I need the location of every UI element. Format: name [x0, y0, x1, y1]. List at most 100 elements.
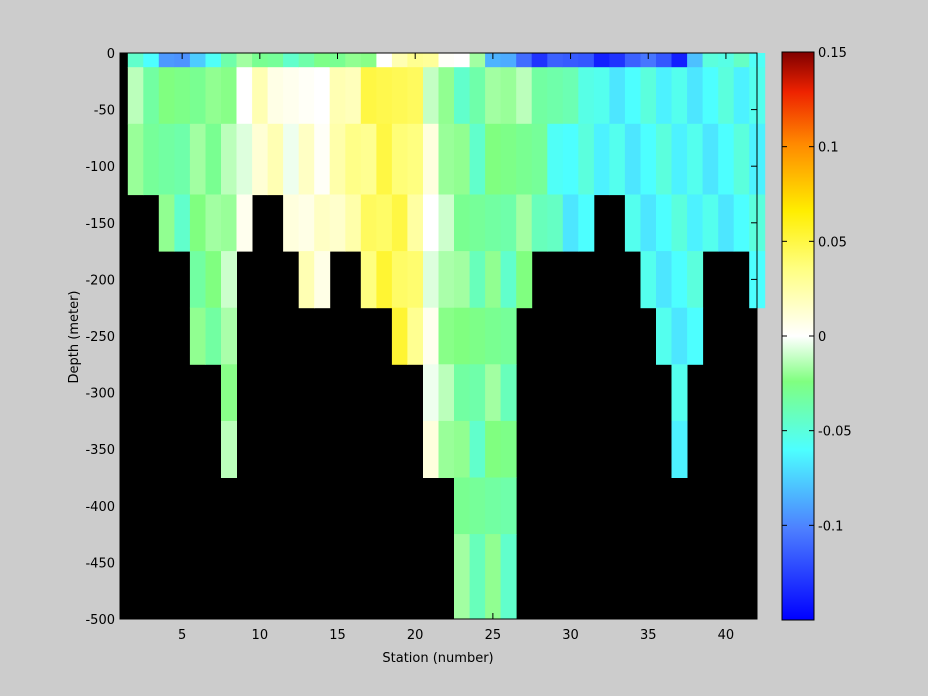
heatmap-cell — [423, 67, 439, 125]
heatmap-cell — [578, 67, 595, 125]
heatmap-cell — [189, 67, 206, 125]
y-tick-label: -200 — [85, 273, 115, 288]
heatmap-cell — [500, 420, 517, 478]
heatmap-cell — [345, 67, 362, 125]
y-tick-label: 0 — [107, 47, 115, 62]
heatmap-cell — [267, 53, 284, 68]
heatmap-cell — [516, 123, 533, 196]
heatmap-cell — [485, 123, 502, 196]
heatmap-cell — [656, 67, 672, 125]
y-tick-label: -350 — [85, 443, 115, 458]
heatmap-cell — [687, 307, 704, 365]
heatmap-cell — [391, 307, 408, 365]
heatmap-cell — [221, 364, 237, 422]
x-tick-label: 10 — [252, 628, 269, 643]
heatmap-cell — [423, 420, 439, 478]
heatmap-cell — [252, 67, 269, 125]
heatmap-cell — [391, 53, 408, 68]
heatmap-cell — [407, 307, 424, 365]
heatmap-cell — [283, 53, 300, 68]
heatmap-cell — [438, 251, 455, 309]
heatmap-cell — [485, 67, 502, 125]
heatmap-cell — [687, 194, 704, 252]
x-tick-label: 25 — [485, 628, 502, 643]
heatmap-cell — [158, 53, 175, 68]
heatmap-cell — [314, 123, 331, 196]
heatmap-cell — [671, 420, 688, 478]
heatmap-cell — [189, 307, 206, 365]
heatmap-cell — [221, 307, 237, 365]
heatmap-cell — [376, 251, 393, 309]
heatmap-cell — [438, 194, 455, 252]
colorbar-ticks: 0.15 0.1 0.05 0 -0.05 -0.1 — [782, 46, 852, 534]
heatmap-cell — [454, 477, 470, 535]
heatmap-cell — [283, 123, 300, 196]
heatmap-cell — [531, 194, 548, 252]
heatmap-cell — [547, 123, 564, 196]
heatmap-cell — [702, 194, 719, 252]
heatmap-cell — [391, 194, 408, 252]
heatmap-cell — [516, 53, 533, 68]
heatmap-cell — [391, 67, 408, 125]
heatmap-cell — [376, 67, 393, 125]
heatmap-cell — [252, 53, 269, 68]
heatmap-cell — [407, 67, 424, 125]
heatmap-cell — [376, 123, 393, 196]
heatmap-cell — [407, 194, 424, 252]
heatmap-cell — [360, 53, 377, 68]
heatmap-cell — [671, 251, 688, 309]
y-tick-label: -150 — [85, 217, 115, 232]
heatmap-cell — [593, 67, 610, 125]
heatmap-cell — [221, 251, 237, 309]
heatmap-cell — [578, 123, 595, 196]
heatmap-cell — [267, 123, 284, 196]
heatmap-cell — [656, 194, 672, 252]
heatmap-cell — [267, 67, 284, 125]
heatmap-cell — [500, 251, 517, 309]
heatmap-cell — [578, 194, 595, 252]
heatmap-cell — [423, 307, 439, 365]
heatmap-cell — [298, 53, 315, 68]
colorbar — [781, 51, 815, 621]
heatmap-cell — [531, 123, 548, 196]
heatmap-cell — [221, 53, 237, 68]
heatmap-cell — [143, 53, 160, 68]
heatmap-cell — [640, 123, 657, 196]
heatmap-cell — [469, 67, 486, 125]
heatmap-cell — [500, 53, 517, 68]
heatmap-cell — [423, 123, 439, 196]
heatmap-cell — [438, 420, 455, 478]
heatmap-cell — [127, 53, 144, 68]
x-tick-label: 40 — [718, 628, 735, 643]
heatmap-cell — [205, 307, 222, 365]
heatmap-cell — [687, 53, 704, 68]
heatmap-cell — [687, 67, 704, 125]
heatmap-cell — [485, 53, 502, 68]
heatmap-cells — [127, 53, 766, 620]
heatmap-cell — [702, 123, 719, 196]
heatmap-cell — [469, 364, 486, 422]
x-tick-label: 30 — [562, 628, 579, 643]
heatmap-cell — [423, 364, 439, 422]
heatmap-cell — [500, 123, 517, 196]
heatmap-cell — [189, 123, 206, 196]
heatmap-cell — [174, 67, 191, 125]
heatmap-cell — [360, 123, 377, 196]
heatmap-cell — [671, 307, 688, 365]
heatmap-cell — [485, 534, 502, 620]
heatmap-cell — [687, 123, 704, 196]
heatmap-cell — [205, 67, 222, 125]
heatmap-cell — [469, 307, 486, 365]
heatmap-cell — [624, 67, 641, 125]
heatmap-cell — [158, 67, 175, 125]
heatmap-cell — [283, 67, 300, 125]
heatmap-cell — [562, 67, 579, 125]
y-axis-ticks: 0 -50 -100 -150 -200 -250 -300 -350 -400 -450 -500 — [85, 47, 757, 628]
heatmap-cell — [407, 251, 424, 309]
heatmap-cell — [143, 123, 160, 196]
heatmap-cell — [516, 194, 533, 252]
heatmap-cell — [718, 53, 735, 68]
heatmap-cell — [485, 194, 502, 252]
heatmap-cell — [469, 477, 486, 535]
heatmap-cell — [252, 123, 269, 196]
